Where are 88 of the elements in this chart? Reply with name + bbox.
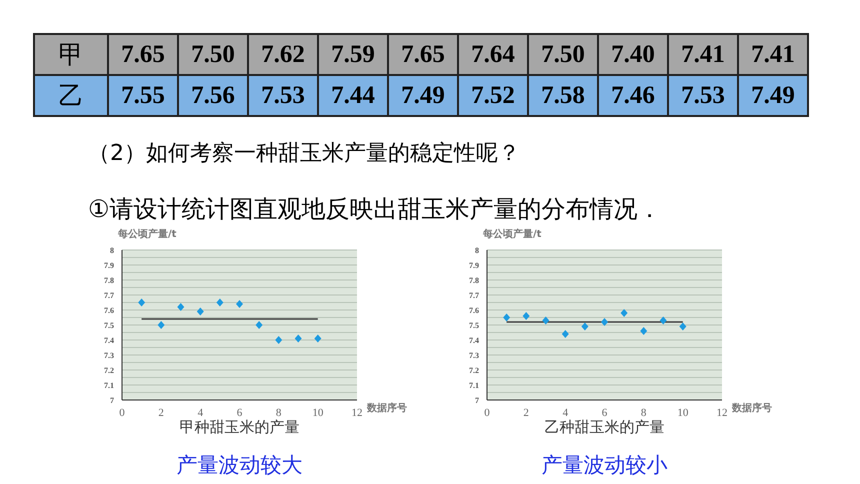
- y-tick-label: 7.2: [469, 366, 479, 375]
- point: [581, 322, 588, 330]
- point: [314, 334, 322, 342]
- text: 7.46: [598, 75, 668, 116]
- text: 产量波动较小: [540, 452, 668, 479]
- text: 乙种甜玉米的产量: [544, 418, 666, 437]
- x-tick-label: 6: [236, 406, 243, 419]
- x-axis-title: 数据序号: [732, 401, 772, 415]
- y-tick-label: 7.3: [469, 350, 479, 360]
- x-tick-label: 10: [677, 406, 689, 419]
- y-tick-label: 7.2: [104, 366, 114, 375]
- text: （2）如何考察一种甜玉米产量的稳定性呢？: [88, 140, 520, 168]
- y-tick-label: 7.8: [104, 276, 114, 285]
- text: 7.59: [318, 34, 388, 75]
- text: 7.53: [668, 75, 738, 116]
- y-tick-label: 7.9: [104, 260, 114, 270]
- point: [503, 314, 510, 322]
- text: 产量波动较大: [176, 452, 304, 479]
- point: [177, 303, 184, 311]
- text: 7.49: [738, 75, 808, 116]
- text: 7.41: [738, 34, 808, 75]
- y-tick-label: 7.1: [469, 380, 479, 390]
- text: 7.64: [458, 34, 528, 75]
- point: [196, 308, 204, 316]
- text: 7.53: [248, 75, 318, 116]
- point: [275, 336, 282, 344]
- x-tick-label: 6: [602, 406, 608, 419]
- x-tick-label: 2: [523, 406, 529, 419]
- x-tick-label: 8: [640, 406, 647, 419]
- x-tick-label: 8: [276, 406, 282, 419]
- x-tick-label: 12: [716, 406, 728, 419]
- text: 甲种甜玉米的产量: [178, 418, 300, 437]
- x-tick-label: 2: [158, 406, 164, 419]
- point: [601, 318, 608, 326]
- y-tick-label: 8: [475, 246, 479, 255]
- y-tick-label: 7.3: [104, 350, 114, 360]
- point: [620, 309, 628, 317]
- y-tick-label: 7.7: [104, 290, 114, 300]
- text: ①请设计统计图直观地反映出甜玉米产量的分布情况．: [88, 194, 662, 225]
- text: 7.55: [108, 75, 178, 116]
- y-tick-label: 7.6: [104, 306, 114, 315]
- y-tick-label: 7.5: [104, 320, 114, 330]
- point: [542, 316, 550, 324]
- y-tick-label: 7.5: [469, 320, 479, 330]
- point: [640, 327, 648, 335]
- y-tick-label: 7.7: [469, 290, 479, 300]
- x-tick-label: 10: [312, 406, 324, 419]
- x-tick-label: 4: [198, 406, 204, 419]
- text: 7.58: [528, 75, 598, 116]
- text: 7.52: [458, 75, 528, 116]
- point: [158, 321, 165, 329]
- point: [294, 334, 302, 342]
- text: 7.41: [668, 34, 738, 75]
- text: 7.49: [388, 75, 458, 116]
- x-tick-label: 0: [484, 406, 490, 419]
- point: [522, 312, 530, 320]
- point: [216, 298, 224, 306]
- y-axis-title: 每公顷产量/t: [483, 228, 542, 241]
- y-tick-label: 7: [475, 396, 479, 405]
- x-tick-label: 12: [352, 406, 362, 419]
- x-tick-label: 4: [562, 406, 569, 419]
- text: 7.50: [528, 34, 598, 75]
- point: [660, 316, 667, 324]
- x-axis-title: 数据序号: [367, 401, 407, 415]
- y-tick-label: 7.1: [104, 380, 114, 390]
- y-tick-label: 7.4: [104, 336, 114, 345]
- text: 7.40: [598, 34, 668, 75]
- text: 7.56: [178, 75, 248, 116]
- text: 乙: [34, 75, 108, 116]
- point: [236, 300, 243, 308]
- y-tick-label: 7: [110, 396, 114, 405]
- text: 7.50: [178, 34, 248, 75]
- y-tick-label: 8: [110, 246, 114, 255]
- y-tick-label: 7.8: [469, 276, 479, 285]
- y-axis-title: 每公顷产量/t: [118, 228, 176, 241]
- point: [679, 322, 686, 330]
- y-tick-label: 7.4: [469, 336, 479, 345]
- y-tick-label: 7.9: [469, 260, 479, 270]
- point: [256, 321, 263, 329]
- text: 7.65: [108, 34, 178, 75]
- text: 7.62: [248, 34, 318, 75]
- text: 7.65: [388, 34, 458, 75]
- point: [562, 330, 569, 338]
- text: 甲: [34, 34, 108, 75]
- text: 7.44: [318, 75, 388, 116]
- x-tick-label: 0: [119, 406, 126, 419]
- y-tick-label: 7.6: [469, 306, 479, 315]
- point: [138, 298, 146, 306]
